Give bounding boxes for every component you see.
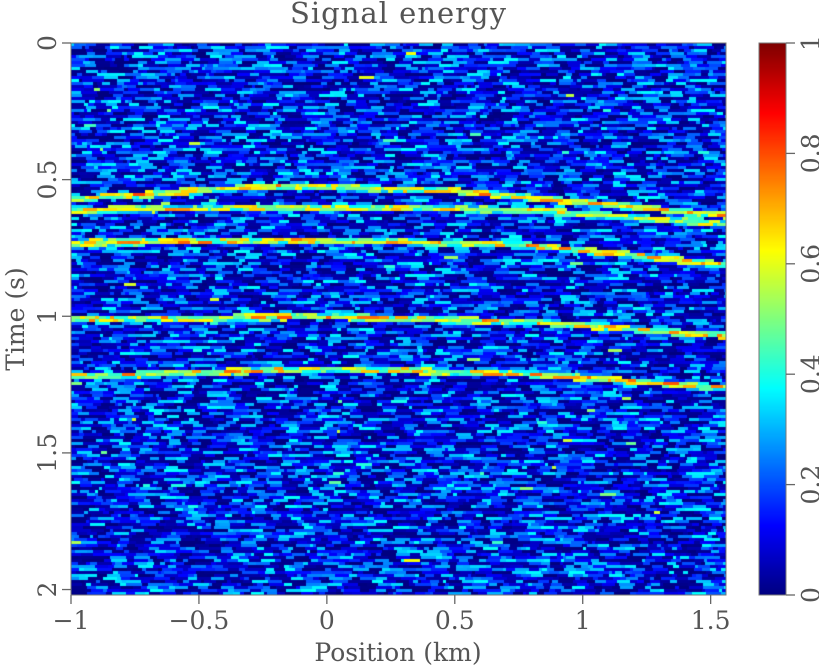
x-axis-label: Position (km) — [314, 638, 481, 667]
colorbar-tick-label: 1 — [796, 35, 819, 51]
x-axis: −1 −0.5 0 0.5 1 1.5 — [53, 595, 731, 635]
colorbar-frame — [758, 42, 787, 596]
colorbar-axis: 0 0.2 0.4 0.6 0.8 1 — [786, 35, 819, 603]
colorbar-tick-label: 0.6 — [796, 244, 819, 284]
y-axis: 0 0.5 1 1.5 2 — [33, 35, 71, 597]
colorbar-tick-label: 0.8 — [796, 134, 819, 174]
x-tick-label: 0.5 — [435, 606, 475, 635]
x-tick-label: 1.5 — [691, 606, 731, 635]
colorbar — [759, 43, 786, 595]
plot-frame — [70, 42, 727, 596]
y-tick-label: 0 — [33, 35, 62, 51]
y-tick-label: 1.5 — [33, 433, 62, 473]
chart-title: Signal energy — [290, 0, 507, 30]
colorbar-tick-label: 0.2 — [796, 465, 819, 505]
x-tick-label: −0.5 — [169, 606, 230, 635]
y-axis-label: Time (s) — [1, 267, 30, 370]
x-tick-label: 0 — [319, 606, 335, 635]
y-tick-label: 2 — [33, 582, 62, 598]
colorbar-tick-label: 0 — [796, 587, 819, 603]
x-tick-label: −1 — [53, 606, 90, 635]
heatmap-image — [71, 43, 726, 595]
y-tick-label: 1 — [33, 308, 62, 324]
y-tick-label: 0.5 — [33, 160, 62, 200]
colorbar-tick-label: 0.4 — [796, 354, 819, 394]
x-tick-label: 1 — [575, 606, 591, 635]
